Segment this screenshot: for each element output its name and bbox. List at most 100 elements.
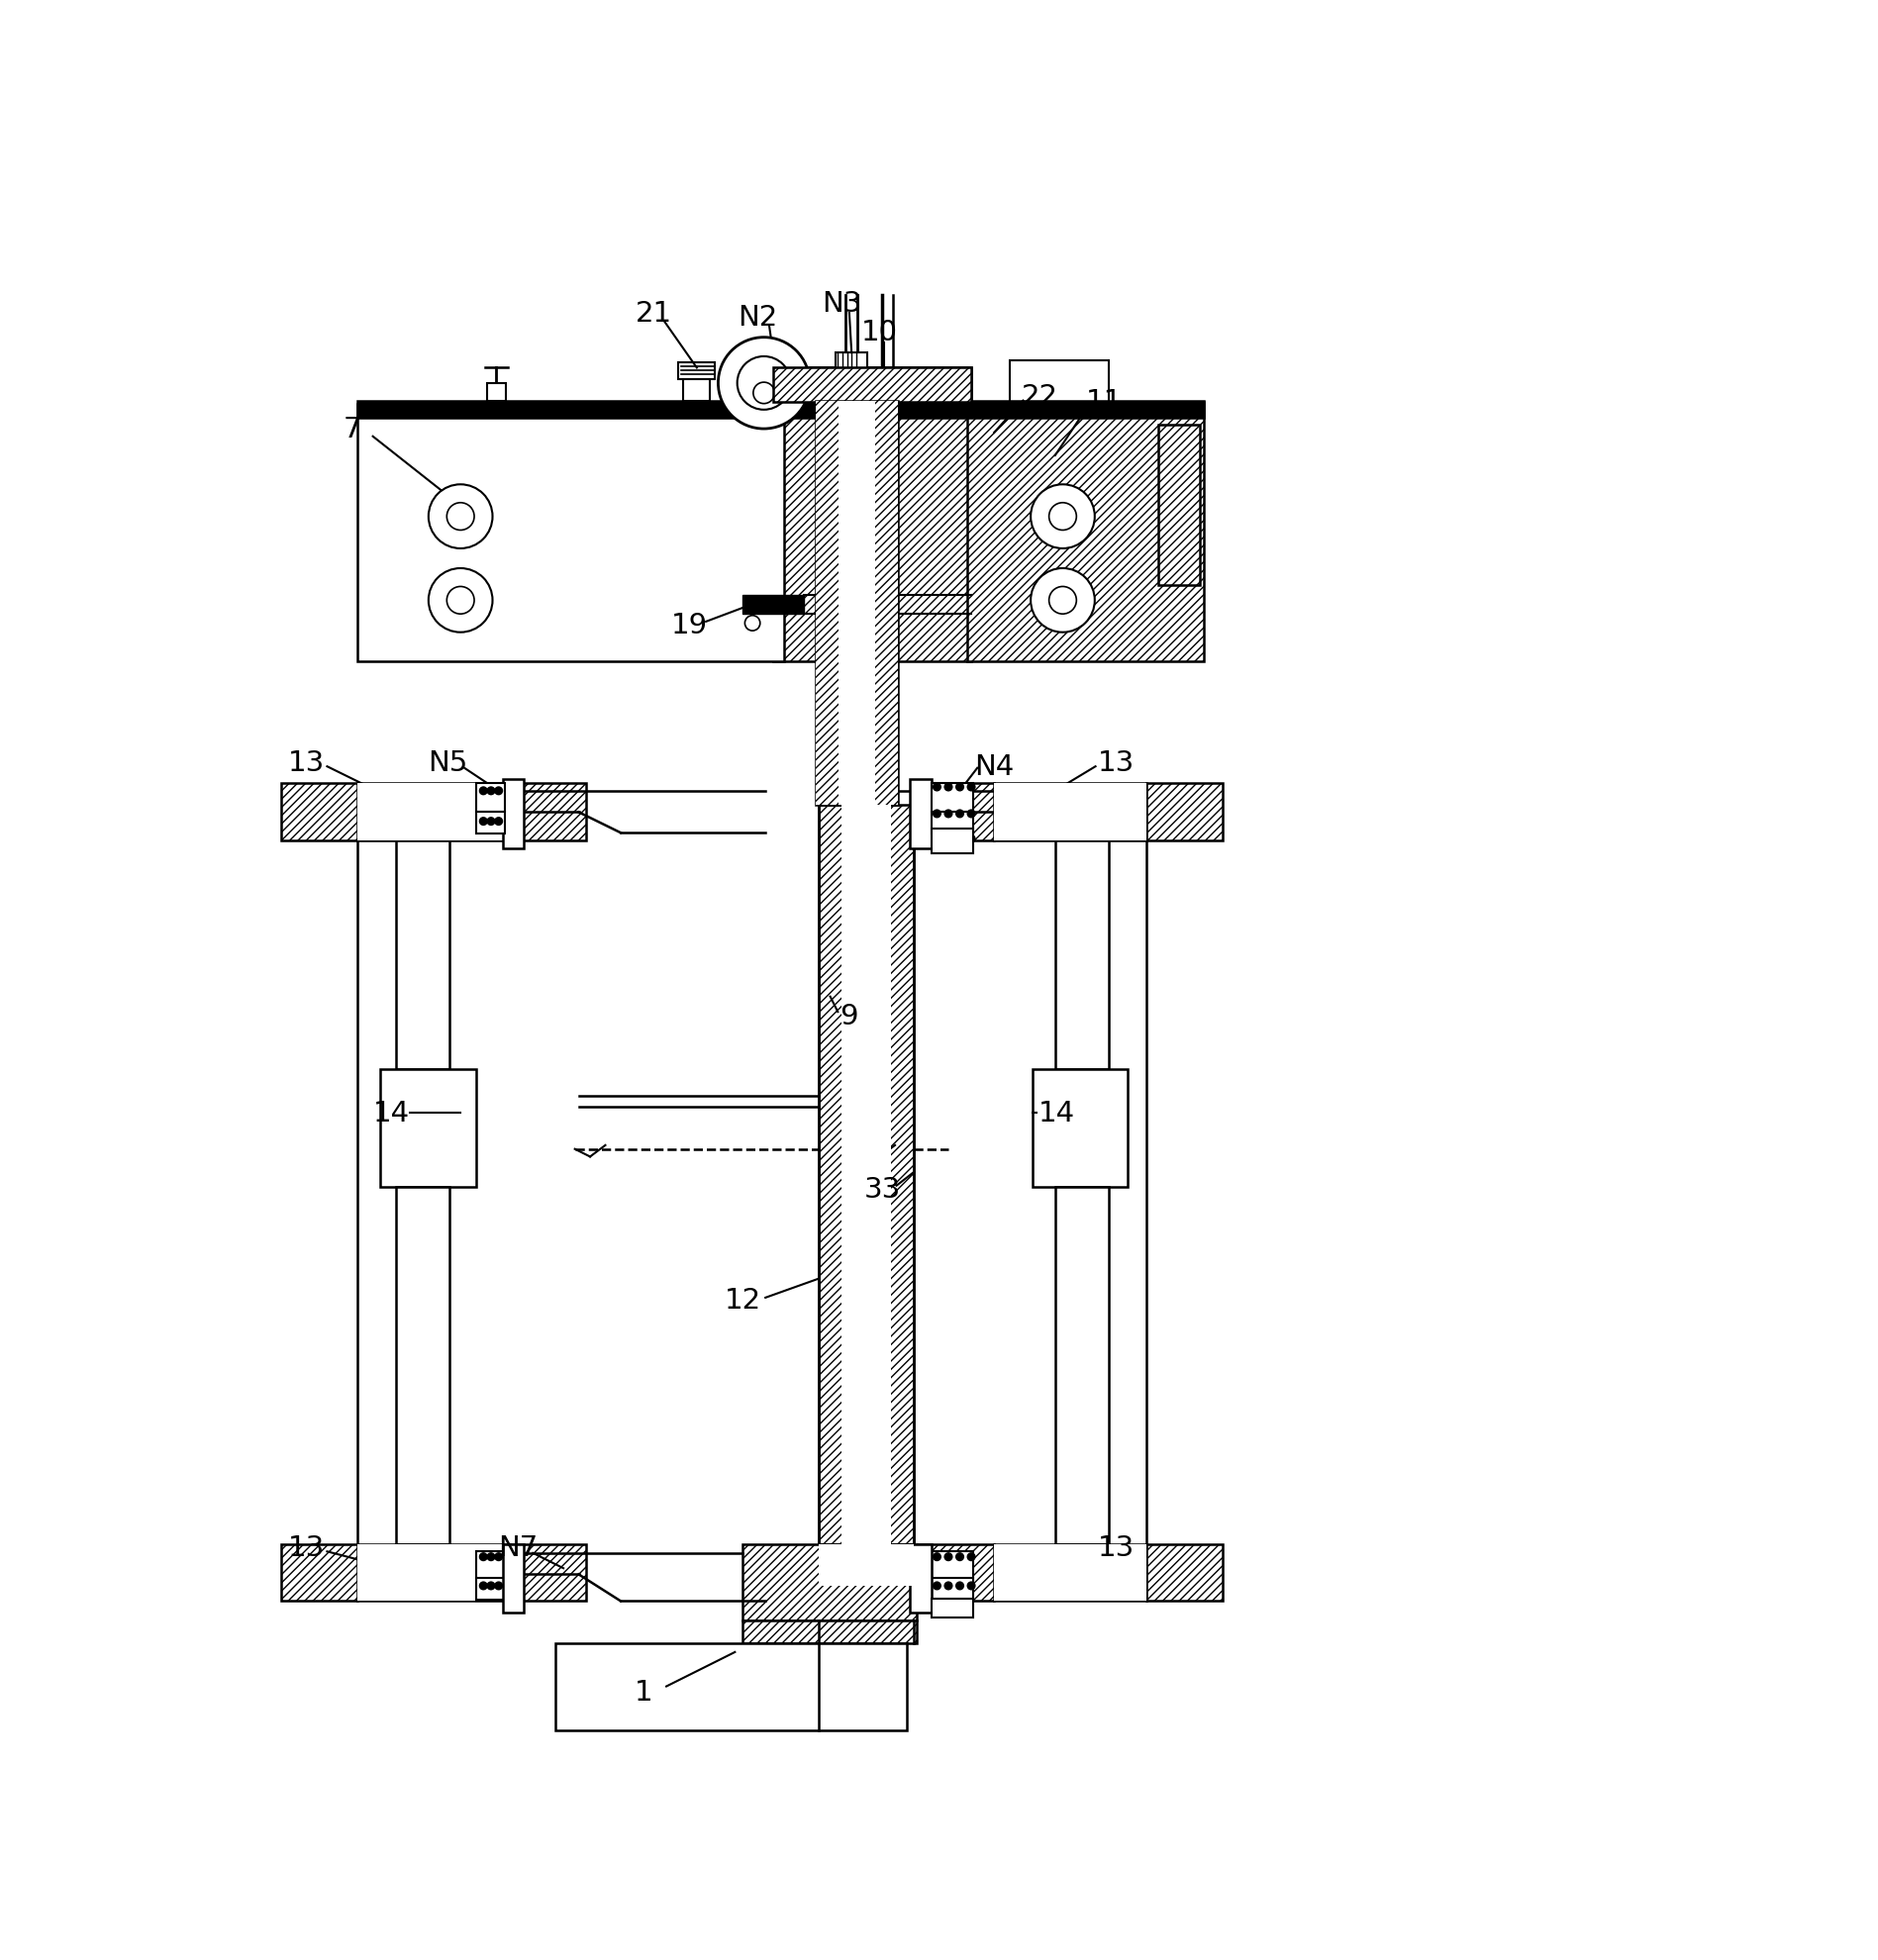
Text: 14: 14	[374, 1100, 409, 1127]
Bar	[357, 784, 511, 841]
Bar	[918, 1544, 1223, 1601]
Circle shape	[933, 784, 941, 792]
Bar	[1159, 425, 1200, 586]
Bar	[1055, 841, 1108, 1070]
Circle shape	[479, 1582, 486, 1590]
Circle shape	[479, 817, 486, 825]
Bar	[967, 404, 1204, 662]
Circle shape	[945, 784, 952, 792]
Bar	[993, 1544, 1147, 1601]
Bar	[282, 1544, 586, 1601]
Bar	[475, 1578, 505, 1599]
Circle shape	[967, 835, 975, 843]
Bar	[918, 784, 1223, 841]
Circle shape	[486, 1582, 494, 1590]
Text: 22: 22	[1022, 382, 1057, 410]
Bar	[836, 374, 868, 402]
Bar	[815, 402, 839, 806]
Text: N5: N5	[428, 749, 468, 776]
Text: 13: 13	[1097, 749, 1134, 776]
Text: 11: 11	[1085, 388, 1123, 416]
Bar	[396, 841, 449, 1070]
Bar	[503, 1544, 524, 1613]
Circle shape	[933, 1582, 941, 1590]
Bar	[931, 1599, 973, 1617]
Bar	[1008, 361, 1108, 404]
Text: 13: 13	[287, 749, 325, 776]
Bar	[556, 1642, 907, 1731]
Bar	[742, 1544, 916, 1621]
Circle shape	[1031, 484, 1095, 549]
Bar	[678, 363, 714, 380]
Circle shape	[494, 817, 503, 825]
Circle shape	[1050, 504, 1076, 531]
Circle shape	[1031, 568, 1095, 633]
Bar	[475, 784, 505, 813]
Text: 7: 7	[344, 416, 361, 443]
Text: 13: 13	[1097, 1533, 1134, 1560]
Bar	[486, 384, 507, 402]
Bar	[475, 1552, 505, 1580]
Bar	[774, 368, 971, 404]
Circle shape	[967, 1582, 975, 1590]
Text: 33: 33	[864, 1176, 900, 1203]
Bar	[836, 353, 868, 374]
Bar	[815, 402, 898, 806]
Text: N3: N3	[823, 290, 862, 318]
Circle shape	[746, 615, 761, 631]
Bar	[911, 780, 931, 849]
Bar	[819, 1544, 915, 1586]
Text: 14: 14	[1039, 1100, 1074, 1127]
Circle shape	[933, 835, 941, 843]
Circle shape	[717, 337, 809, 429]
Bar	[931, 829, 973, 855]
Bar	[875, 402, 898, 806]
Bar	[839, 402, 875, 806]
Bar	[931, 784, 973, 813]
Text: 1: 1	[635, 1678, 654, 1705]
Bar	[381, 1070, 475, 1188]
Circle shape	[956, 809, 963, 817]
Bar	[503, 780, 524, 849]
Circle shape	[447, 588, 475, 615]
Circle shape	[479, 788, 486, 796]
Circle shape	[428, 484, 492, 549]
Circle shape	[967, 1552, 975, 1560]
Bar	[396, 1188, 449, 1544]
Circle shape	[956, 1582, 963, 1590]
Bar	[931, 813, 973, 835]
Circle shape	[494, 788, 503, 796]
Text: 19: 19	[670, 612, 708, 639]
Bar	[742, 596, 804, 615]
Circle shape	[945, 809, 952, 817]
Bar	[774, 368, 971, 662]
Bar	[1055, 1188, 1108, 1544]
Circle shape	[428, 568, 492, 633]
Circle shape	[486, 788, 494, 796]
Circle shape	[956, 1552, 963, 1560]
Bar	[357, 1544, 511, 1601]
Bar	[819, 806, 915, 1544]
Circle shape	[945, 1582, 952, 1590]
Bar	[993, 784, 1147, 841]
Circle shape	[956, 835, 963, 843]
Text: 9: 9	[839, 1002, 858, 1029]
Circle shape	[486, 1552, 494, 1560]
Circle shape	[933, 809, 941, 817]
Circle shape	[1050, 588, 1076, 615]
Circle shape	[738, 357, 791, 410]
Text: 21: 21	[635, 300, 672, 327]
Circle shape	[494, 1582, 503, 1590]
Bar	[357, 404, 785, 662]
Bar	[931, 1552, 973, 1580]
Bar	[742, 1621, 916, 1642]
Bar	[911, 1544, 931, 1613]
Text: 12: 12	[725, 1286, 761, 1313]
Bar	[475, 813, 505, 835]
Bar	[841, 806, 892, 1544]
Circle shape	[753, 382, 774, 404]
Circle shape	[447, 504, 475, 531]
Circle shape	[967, 784, 975, 792]
Bar	[357, 402, 1204, 417]
Bar	[282, 784, 586, 841]
